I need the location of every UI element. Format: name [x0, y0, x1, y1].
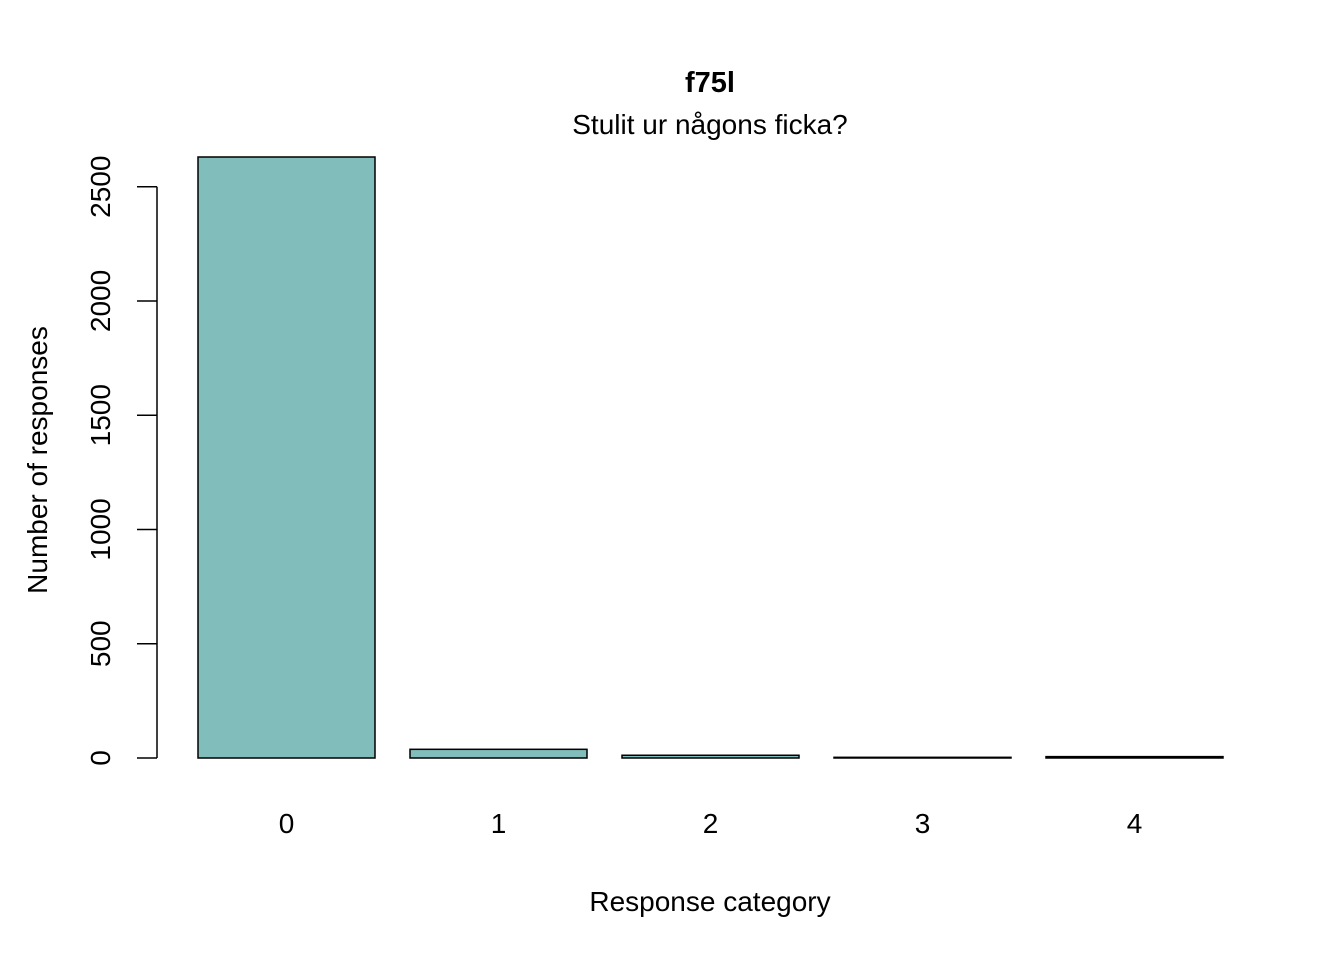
x-tick-label-4: 4 [1127, 808, 1143, 839]
x-axis-label: Response category [589, 886, 830, 917]
y-axis-label: Number of responses [22, 326, 53, 594]
bar-1 [409, 748, 588, 759]
bar-3 [833, 756, 1012, 759]
x-tick-label-1: 1 [491, 808, 507, 839]
bars-group [197, 156, 1224, 759]
chart-title: f75l [685, 67, 735, 99]
x-tick-label-3: 3 [915, 808, 931, 839]
chart-subtitle: Stulit ur någons ficka? [572, 109, 848, 140]
y-tick-label-0: 0 [85, 750, 116, 766]
bar-4 [1045, 755, 1224, 759]
x-tick-label-0: 0 [279, 808, 295, 839]
y-axis: 0 500 1000 1500 2000 2500 [85, 156, 158, 766]
y-tick-label-2000: 2000 [85, 270, 116, 332]
bar-2 [621, 754, 800, 759]
y-tick-label-2500: 2500 [85, 156, 116, 218]
y-tick-label-1500: 1500 [85, 384, 116, 446]
y-tick-label-500: 500 [85, 620, 116, 667]
x-tick-labels: 0 1 2 3 4 [279, 808, 1143, 839]
y-tick-label-1000: 1000 [85, 498, 116, 560]
x-tick-label-2: 2 [703, 808, 719, 839]
bar-0 [197, 156, 376, 759]
